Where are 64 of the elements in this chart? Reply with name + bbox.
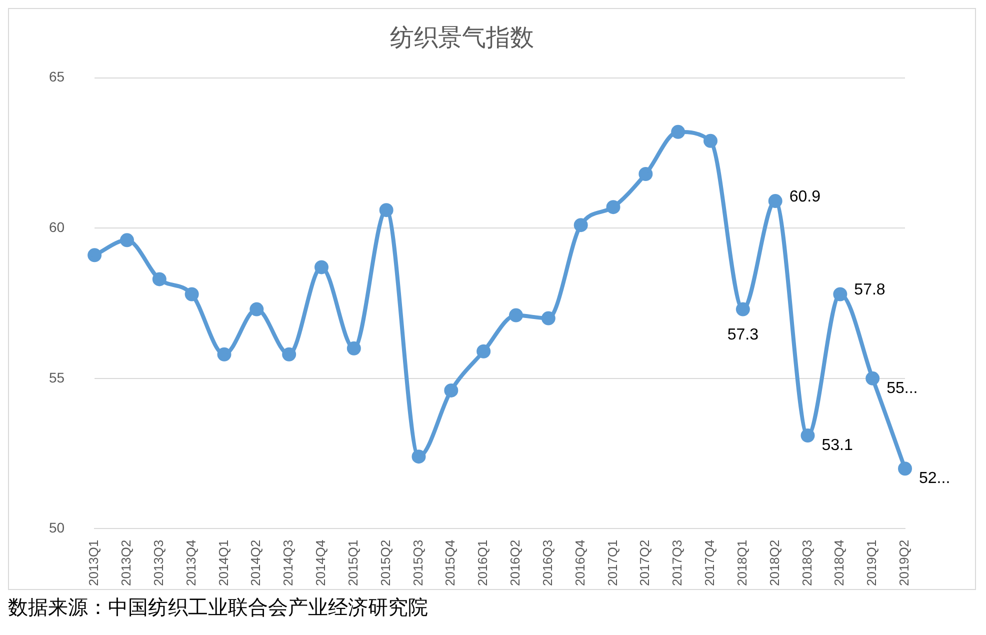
point — [606, 200, 620, 214]
chart-title: 纺织景气指数 — [390, 24, 534, 52]
point — [314, 260, 328, 274]
point — [346, 341, 361, 356]
point — [866, 371, 880, 386]
x-tick-label: 2016Q2 — [508, 540, 523, 586]
point — [898, 462, 912, 476]
x-tick-label: 2013Q4 — [183, 540, 198, 586]
data-label: 57.3 — [727, 326, 759, 344]
x-tick-label: 2016Q1 — [475, 540, 490, 586]
x-tick-label: 2018Q4 — [832, 540, 847, 586]
data-label: 57.8 — [854, 282, 886, 299]
y-tick-label: 65 — [48, 68, 65, 85]
x-tick-label: 2016Q3 — [540, 540, 555, 586]
data-label: 60.9 — [789, 188, 821, 206]
data-label: 55... — [886, 380, 918, 397]
x-tick-label: 2018Q2 — [766, 540, 782, 586]
point — [541, 311, 556, 326]
x-tick-label: 2015Q2 — [378, 540, 393, 586]
data-label: 53.1 — [822, 436, 853, 454]
point — [152, 272, 166, 286]
point — [800, 428, 815, 443]
point — [476, 344, 491, 358]
x-tick-label: 2014Q2 — [248, 540, 264, 586]
point — [444, 383, 458, 398]
point — [703, 134, 718, 148]
x-tick-label: 2015Q4 — [442, 540, 458, 586]
x-tick-label: 2014Q3 — [280, 540, 296, 586]
point — [379, 203, 394, 218]
x-tick-label: 2015Q1 — [345, 540, 360, 586]
x-tick-label: 2017Q4 — [702, 540, 718, 586]
x-tick-label: 2014Q4 — [313, 540, 328, 586]
point — [120, 233, 134, 248]
x-tick-label: 2017Q2 — [637, 540, 652, 586]
point — [671, 124, 686, 139]
point — [736, 302, 750, 316]
x-tick-label: 2018Q3 — [799, 540, 814, 586]
x-tick-label: 2019Q1 — [864, 540, 880, 586]
x-tick-label: 2017Q3 — [670, 540, 685, 586]
x-tick-label: 2019Q2 — [896, 540, 912, 586]
data-label: 52... — [919, 470, 950, 488]
point — [282, 347, 296, 362]
point — [833, 287, 848, 302]
x-tick-label: 2017Q1 — [604, 540, 620, 586]
x-tick-label: 2013Q3 — [150, 540, 166, 586]
point — [250, 302, 264, 316]
point — [88, 248, 102, 262]
x-tick-label: 2016Q4 — [572, 540, 588, 586]
point — [508, 308, 523, 322]
x-tick-label: 2018Q1 — [734, 540, 750, 586]
x-tick-label: 2013Q2 — [118, 540, 134, 586]
point — [574, 218, 588, 232]
x-tick-label: 2015Q3 — [410, 540, 426, 586]
x-tick-label: 2013Q1 — [86, 540, 102, 586]
y-tick-label: 60 — [48, 218, 65, 235]
y-tick-label: 55 — [48, 369, 65, 386]
y-tick-label: 50 — [48, 520, 65, 536]
point — [217, 347, 232, 362]
x-tick-label: 2014Q1 — [216, 540, 231, 586]
point — [638, 167, 653, 181]
point — [412, 450, 426, 464]
source-note: 数据来源：中国纺织工业联合会产业经济研究院 — [8, 594, 429, 621]
point — [184, 287, 199, 302]
point — [768, 194, 782, 208]
